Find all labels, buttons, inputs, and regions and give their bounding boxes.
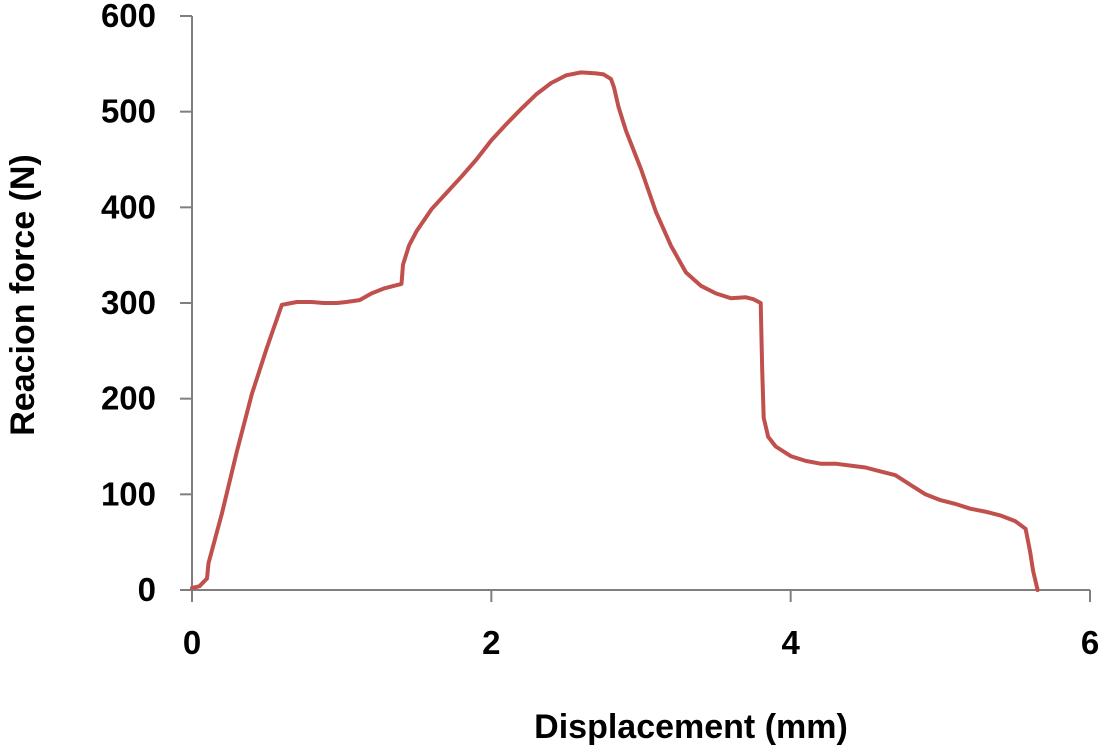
y-axis-title: Reacion force (N) bbox=[4, 154, 42, 436]
y-tick-label: 100 bbox=[101, 475, 156, 512]
x-tick-label: 0 bbox=[183, 624, 201, 661]
series-line-0 bbox=[190, 70, 1040, 592]
y-tick-label: 0 bbox=[138, 571, 156, 608]
y-tick-label: 300 bbox=[101, 284, 156, 321]
y-tick-label: 200 bbox=[101, 380, 156, 417]
x-tick-label: 2 bbox=[482, 624, 500, 661]
y-ticks: 0 100 200 300 400 500 600 bbox=[101, 0, 192, 608]
x-tick-label: 6 bbox=[1081, 624, 1099, 661]
x-tick-label: 4 bbox=[781, 624, 800, 661]
series-layer bbox=[190, 70, 1040, 592]
y-tick-label: 500 bbox=[101, 93, 156, 130]
x-ticks: 0 2 4 6 bbox=[183, 590, 1099, 661]
y-tick-label: 400 bbox=[101, 188, 156, 225]
y-tick-label: 600 bbox=[101, 0, 156, 34]
x-axis-title: Displacement (mm) bbox=[534, 708, 848, 746]
